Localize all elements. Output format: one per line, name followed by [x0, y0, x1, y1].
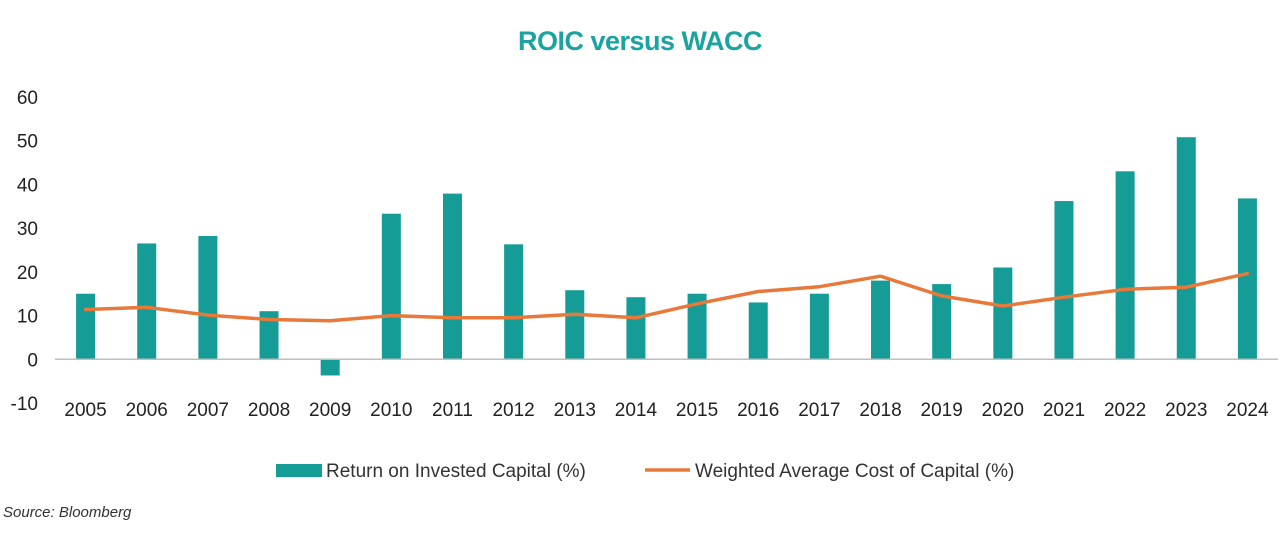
x-tick-label: 2016	[737, 400, 779, 421]
bar	[809, 293, 829, 360]
y-tick-label: 20	[17, 263, 38, 284]
x-tick-label: 2014	[615, 400, 658, 421]
line-series	[83, 271, 1250, 323]
bar-series	[76, 137, 1257, 376]
legend-swatch-roic	[276, 464, 322, 477]
x-axis: 2005 2006 2007 2008 2009 2010 2011 2012 2013 2014…	[64, 400, 1269, 421]
bar	[198, 236, 218, 360]
bar	[381, 213, 401, 360]
x-tick-label: 2015	[676, 400, 718, 421]
chart-title: ROIC versus WACC	[517, 26, 763, 56]
x-tick-label: 2008	[248, 400, 290, 421]
legend: Return on Invested Capital (%) Weighted A…	[276, 461, 1014, 482]
bar	[993, 267, 1013, 360]
bar	[259, 311, 279, 360]
bar	[1115, 171, 1135, 360]
x-tick-label: 2024	[1226, 400, 1269, 421]
y-tick-label: 0	[27, 350, 38, 371]
bar	[871, 280, 891, 360]
x-tick-label: 2020	[982, 400, 1024, 421]
bar	[626, 297, 646, 360]
x-tick-label: 2005	[64, 400, 106, 421]
y-tick-label: 50	[17, 132, 38, 153]
bar	[137, 243, 157, 360]
source-note: Source: Bloomberg	[3, 504, 132, 521]
bar	[320, 359, 340, 376]
x-tick-label: 2012	[492, 400, 534, 421]
y-tick-label: 40	[17, 175, 38, 196]
bar	[504, 244, 524, 360]
bar	[687, 293, 707, 360]
wacc-line	[83, 271, 1250, 323]
bar	[442, 193, 462, 360]
x-tick-label: 2010	[370, 400, 412, 421]
x-tick-label: 2013	[554, 400, 596, 421]
legend-label-roic: Return on Invested Capital (%)	[326, 461, 586, 482]
bar	[748, 302, 768, 360]
bar	[76, 293, 96, 360]
x-tick-label: 2007	[187, 400, 229, 421]
y-tick-label: 10	[17, 307, 38, 328]
x-tick-label: 2009	[309, 400, 351, 421]
x-tick-label: 2022	[1104, 400, 1146, 421]
x-tick-label: 2019	[921, 400, 963, 421]
bar	[1237, 198, 1257, 360]
y-tick-label: -10	[11, 394, 38, 415]
y-tick-label: 60	[17, 88, 38, 109]
x-tick-label: 2017	[798, 400, 840, 421]
x-tick-label: 2023	[1165, 400, 1207, 421]
x-tick-label: 2021	[1043, 400, 1085, 421]
x-tick-label: 2011	[432, 400, 473, 421]
bar	[1176, 137, 1196, 360]
x-tick-label: 2018	[859, 400, 901, 421]
y-tick-label: 30	[17, 219, 38, 240]
legend-label-wacc: Weighted Average Cost of Capital (%)	[695, 461, 1014, 482]
x-tick-label: 2006	[126, 400, 168, 421]
bar	[1054, 201, 1074, 360]
bar	[932, 284, 952, 360]
y-axis: 60 50 40 30 20 10 0 -10	[11, 88, 38, 415]
bar	[565, 290, 585, 360]
